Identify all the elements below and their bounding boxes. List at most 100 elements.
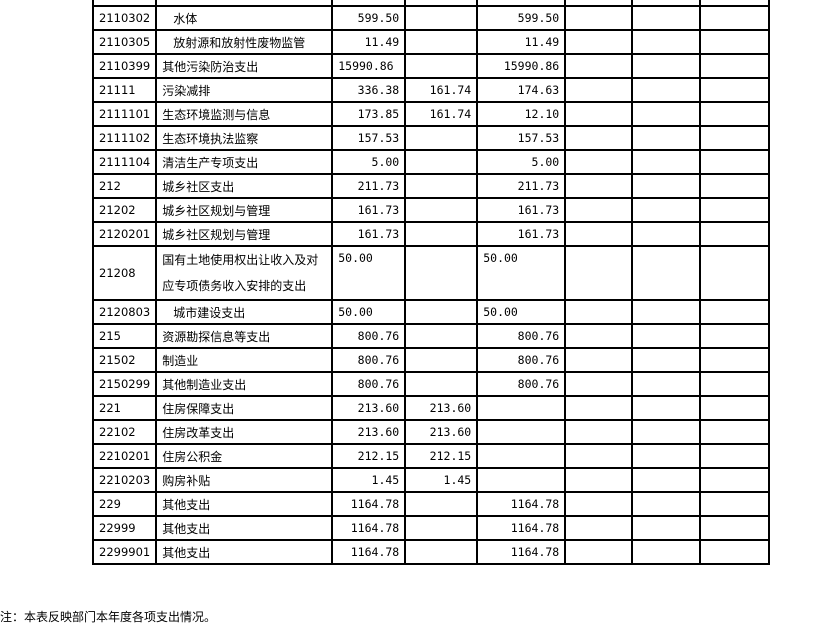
empty-cell [631,539,702,565]
code-cell: 2120201 [91,221,158,247]
name-cell: 污染减排 [155,77,334,103]
code-cell: 2111104 [91,149,158,175]
empty-cell [631,419,702,445]
empty-cell [631,491,702,517]
empty-cell [564,491,634,517]
basic-cell [404,173,479,199]
code-cell: 21208 [91,245,158,301]
name-cell: 住房公积金 [155,443,334,469]
code-cell: 212 [91,173,158,199]
project-cell: 50.00 [476,299,567,325]
project-cell: 161.73 [476,221,567,247]
empty-cell [564,149,634,175]
empty-cell [631,395,702,421]
total-cell: 50.00 [331,299,407,325]
name-cell: 住房改革支出 [155,419,334,445]
empty-cell [564,515,634,541]
name-cell: 城乡社区规划与管理 [155,221,334,247]
table-row: 2299901 其他支出 1164.78 1164.78 [91,539,771,565]
code-cell: 229 [91,491,158,517]
name-cell: 其他支出 [155,515,334,541]
name-cell: 放射源和放射性废物监管 [155,29,334,55]
total-cell: 1164.78 [331,539,407,565]
table-row: 2210201 住房公积金 212.15 212.15 [91,443,771,469]
table-row: 21208 国有土地使用权出让收入及对应专项债务收入安排的支出 50.00 50.00 [91,245,771,301]
name-cell: 生态环境执法监察 [155,125,334,151]
total-cell: 800.76 [331,347,407,373]
total-cell: 213.60 [331,395,407,421]
code-cell: 2111102 [91,125,158,151]
basic-cell [404,29,479,55]
project-cell: 599.50 [476,5,567,31]
name-cell: 其他制造业支出 [155,371,334,397]
table-row: 2120201 城乡社区规划与管理 161.73 161.73 [91,221,771,247]
empty-cell [631,515,702,541]
basic-cell [404,371,479,397]
basic-cell [404,491,479,517]
empty-cell [564,395,634,421]
empty-cell [564,347,634,373]
total-cell: 161.73 [331,221,407,247]
empty-cell [564,125,634,151]
empty-cell [564,323,634,349]
project-cell [476,443,567,469]
project-cell: 800.76 [476,371,567,397]
empty-cell [564,197,634,223]
code-cell: 2210203 [91,467,158,493]
empty-cell [631,125,702,151]
name-cell: 资源勘探信息等支出 [155,323,334,349]
empty-cell [699,77,771,103]
basic-cell: 161.74 [404,77,479,103]
basic-cell [404,323,479,349]
empty-cell [699,347,771,373]
empty-cell [564,221,634,247]
empty-cell [564,53,634,79]
basic-cell [404,221,479,247]
table-row: 212 城乡社区支出 211.73 211.73 [91,173,771,199]
table-row: 2120803 城市建设支出 50.00 50.00 [91,299,771,325]
table-row: 21202 城乡社区规划与管理 161.73 161.73 [91,197,771,223]
code-cell: 22999 [91,515,158,541]
table-row: 2111104 清洁生产专项支出 5.00 5.00 [91,149,771,175]
total-cell: 157.53 [331,125,407,151]
empty-cell [631,245,702,301]
basic-cell: 212.15 [404,443,479,469]
code-cell: 221 [91,395,158,421]
table-row: 2110305 放射源和放射性废物监管 11.49 11.49 [91,29,771,55]
total-cell: 800.76 [331,371,407,397]
table-row: 2150299 其他制造业支出 800.76 800.76 [91,371,771,397]
empty-cell [564,245,634,301]
total-cell: 1164.78 [331,515,407,541]
empty-cell [699,299,771,325]
total-cell: 161.73 [331,197,407,223]
name-cell: 住房保障支出 [155,395,334,421]
table-row: 2110302 水体 599.50 599.50 [91,5,771,31]
empty-cell [699,29,771,55]
empty-cell [564,101,634,127]
empty-cell [631,221,702,247]
basic-cell [404,149,479,175]
empty-cell [564,371,634,397]
total-cell: 1.45 [331,467,407,493]
code-cell: 2210201 [91,443,158,469]
name-cell: 其他支出 [155,539,334,565]
name-cell: 城乡社区支出 [155,173,334,199]
basic-cell: 1.45 [404,467,479,493]
basic-cell [404,5,479,31]
project-cell: 12.10 [476,101,567,127]
empty-cell [699,467,771,493]
empty-cell [699,5,771,31]
name-cell: 制造业 [155,347,334,373]
empty-cell [564,173,634,199]
empty-cell [564,539,634,565]
total-cell: 599.50 [331,5,407,31]
empty-cell [699,173,771,199]
project-cell: 157.53 [476,125,567,151]
empty-cell [631,371,702,397]
basic-cell: 213.60 [404,395,479,421]
total-cell: 336.38 [331,77,407,103]
empty-cell [631,467,702,493]
empty-cell [699,419,771,445]
code-cell: 2110305 [91,29,158,55]
empty-cell [564,419,634,445]
